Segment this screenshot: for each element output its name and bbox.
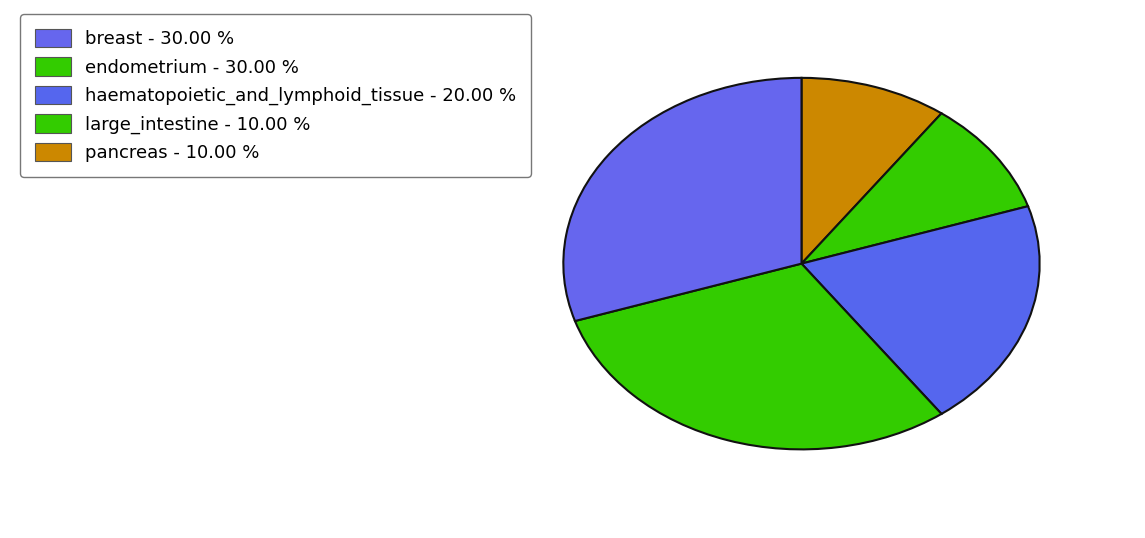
- Wedge shape: [575, 264, 941, 449]
- Legend: breast - 30.00 %, endometrium - 30.00 %, haematopoietic_and_lymphoid_tissue - 20: breast - 30.00 %, endometrium - 30.00 %,…: [21, 15, 531, 176]
- Wedge shape: [802, 78, 941, 264]
- Wedge shape: [802, 114, 1028, 264]
- Wedge shape: [802, 206, 1040, 414]
- Wedge shape: [563, 78, 802, 321]
